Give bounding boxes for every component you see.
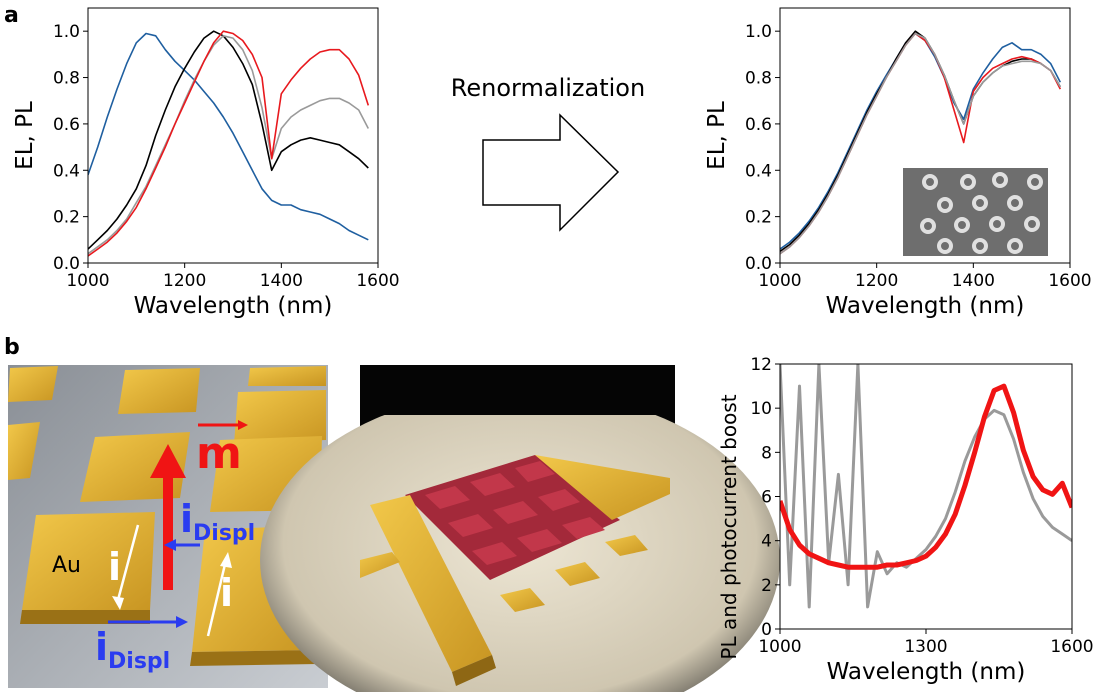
plot-area [780, 30, 1062, 255]
left-render: m iDispl iDispl i i Au [8, 365, 328, 688]
data-line [780, 364, 1072, 609]
y-tick-label: 4 [761, 532, 772, 552]
x-tick-label: 1200 [163, 271, 206, 291]
data-line [88, 32, 369, 241]
y-tick-label: 1.0 [745, 22, 772, 42]
x-tick-label: 1600 [1050, 637, 1093, 657]
x-tick-label: 1000 [66, 271, 109, 291]
current-label: i [220, 571, 233, 615]
x-axis-label: Wavelength (nm) [826, 293, 1025, 319]
sem-inset [903, 168, 1048, 256]
axes-frame [779, 363, 1073, 630]
data-line [780, 32, 1061, 255]
y-tick-label: 8 [761, 443, 772, 463]
x-tick-label: 1200 [855, 271, 898, 291]
y-tick-label: 0.2 [53, 208, 80, 228]
y-axis-label: EL, PL [12, 101, 38, 170]
y-tick-label: 2 [761, 576, 772, 596]
panel-label: b [4, 335, 20, 360]
y-tick-label: 0.6 [745, 115, 772, 135]
y-tick-label: 0.0 [745, 254, 772, 274]
x-tick-label: 1600 [356, 271, 399, 291]
displacement-label: iDispl [95, 625, 170, 674]
y-tick-label: 0.8 [53, 69, 80, 89]
y-tick-label: 1.0 [53, 22, 80, 42]
current-label: i [108, 545, 121, 589]
y-axis-label: PL and photocurrent boost [717, 394, 741, 659]
y-tick-label: 0 [761, 620, 772, 640]
plot-area [780, 364, 1072, 609]
y-tick-label: 6 [761, 488, 772, 508]
plot-area [88, 30, 370, 257]
arrow [482, 113, 620, 232]
y-tick-label: 0.6 [53, 115, 80, 135]
data-line [88, 35, 370, 255]
x-tick-label: 1000 [758, 637, 801, 657]
y-tick-label: 10 [750, 399, 772, 419]
x-axis-label: Wavelength (nm) [827, 659, 1026, 685]
vector-label: m [196, 428, 242, 479]
y-axis-label: EL, PL [704, 101, 730, 170]
data-line [780, 383, 1072, 570]
y-tick-label: 0.4 [53, 161, 80, 181]
x-tick-label: 1400 [952, 271, 995, 291]
x-tick-label: 1400 [260, 271, 303, 291]
x-tick-label: 1300 [904, 637, 947, 657]
y-tick-label: 0.8 [745, 69, 772, 89]
middle-render [260, 365, 780, 696]
axes-frame [87, 7, 379, 264]
displacement-label: iDispl [180, 497, 255, 546]
y-tick-label: 12 [750, 355, 772, 375]
y-tick-label: 0.2 [745, 208, 772, 228]
axes-frame [779, 7, 1071, 264]
material-label: Au [52, 553, 81, 578]
y-tick-label: 0.0 [53, 254, 80, 274]
x-tick-label: 1000 [758, 271, 801, 291]
x-tick-label: 1600 [1048, 271, 1091, 291]
data-line [88, 30, 370, 257]
data-line [88, 30, 369, 250]
y-tick-label: 0.4 [745, 161, 772, 181]
arrow-label: Renormalization [451, 74, 645, 102]
data-line [780, 30, 1061, 253]
x-axis-label: Wavelength (nm) [134, 293, 333, 319]
panel-label: a [4, 3, 19, 28]
